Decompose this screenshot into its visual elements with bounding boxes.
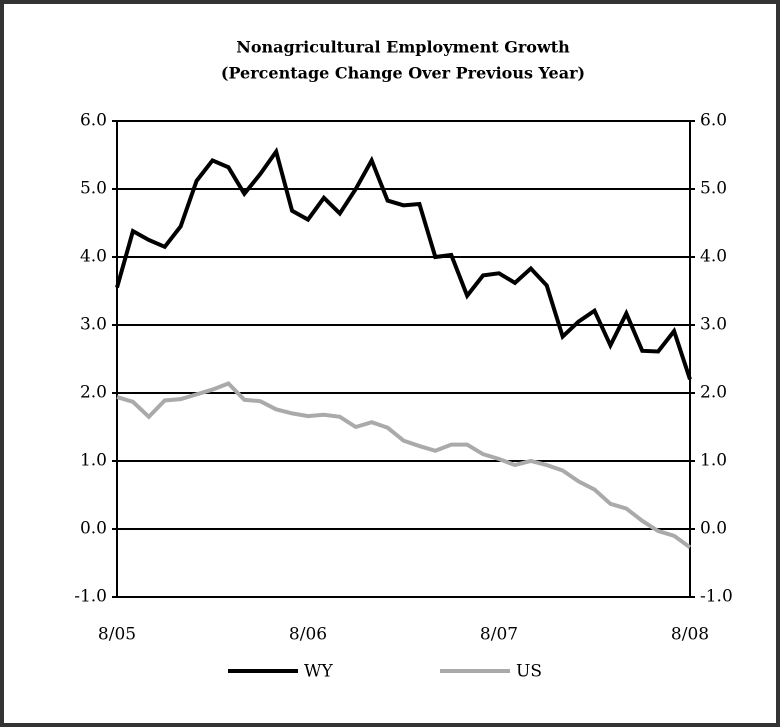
y-tick-label: 3.0	[80, 315, 107, 335]
chart-title: Nonagricultural Employment Growth	[236, 38, 570, 57]
y-tick-label: -1.0	[74, 587, 107, 607]
y-tick-label: 5.0	[80, 179, 107, 199]
y2-tick-label: 5.0	[700, 179, 727, 199]
y-tick-label: 6.0	[80, 111, 107, 131]
y2-tick-label: 6.0	[700, 111, 727, 131]
series-line	[115, 146, 692, 381]
y2-tick-label: -1.0	[700, 587, 733, 607]
series-line	[116, 381, 692, 549]
y-tick-label: 2.0	[80, 383, 107, 403]
y-tick-label: 1.0	[80, 451, 107, 471]
legend-label: WY	[304, 662, 333, 682]
y2-tick-label: 4.0	[700, 247, 727, 267]
y2-tick-label: 0.0	[700, 519, 727, 539]
y2-tick-label: 1.0	[700, 451, 727, 471]
x-tick-label: 8/08	[671, 625, 709, 645]
y2-tick-label: 2.0	[700, 383, 727, 403]
y-tick-label: 4.0	[80, 247, 107, 267]
x-tick-label: 8/06	[289, 625, 327, 645]
x-tick-label: 8/07	[480, 625, 518, 645]
chart-subtitle: (Percentage Change Over Previous Year)	[221, 64, 585, 83]
x-tick-label: 8/05	[98, 625, 136, 645]
legend-label: US	[516, 662, 542, 682]
y2-tick-label: 3.0	[700, 315, 727, 335]
y-tick-label: 0.0	[80, 519, 107, 539]
